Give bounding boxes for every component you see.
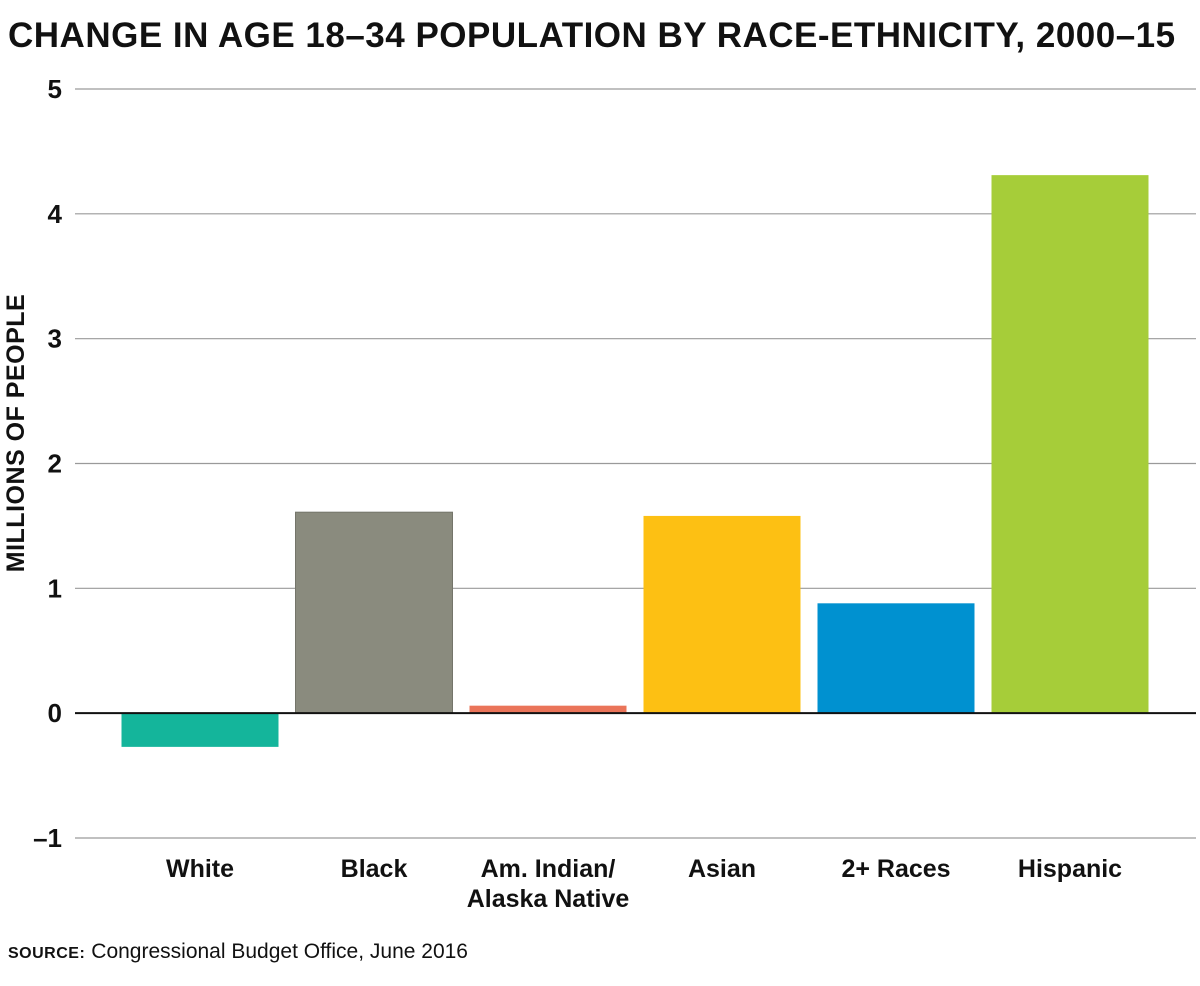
bar bbox=[295, 511, 453, 714]
gridlines bbox=[75, 88, 1196, 839]
y-tick-label: 0 bbox=[48, 698, 62, 728]
x-category-label: 2+ Races bbox=[841, 855, 950, 883]
x-category-label: Hispanic bbox=[1018, 855, 1122, 883]
source-text: Congressional Budget Office, June 2016 bbox=[91, 940, 468, 963]
bar bbox=[643, 515, 801, 714]
y-tick-label: –1 bbox=[33, 823, 62, 853]
y-tick-label: 5 bbox=[48, 74, 62, 104]
y-tick-label: 2 bbox=[48, 449, 62, 479]
x-category-label: Asian bbox=[688, 855, 756, 883]
x-category-label: Alaska Native bbox=[467, 885, 630, 913]
y-axis-label: MILLIONS OF PEOPLE bbox=[2, 294, 30, 572]
bar bbox=[469, 705, 627, 714]
bar bbox=[817, 603, 975, 714]
x-category-label: Am. Indian/ bbox=[481, 855, 616, 883]
labels: –1 0 1 2 3 4 5 White Black Am. Indian/Alaska Nati… bbox=[33, 74, 1122, 913]
source-note: SOURCE: Congressional Budget Office, June… bbox=[8, 940, 468, 964]
bar bbox=[991, 175, 1149, 714]
y-tick-label: 3 bbox=[48, 324, 62, 354]
x-category-label: White bbox=[166, 855, 234, 883]
y-tick-label: 4 bbox=[48, 199, 63, 229]
source-label: SOURCE: bbox=[8, 945, 86, 962]
chart-title: CHANGE IN AGE 18–34 POPULATION BY RACE-E… bbox=[8, 16, 1176, 55]
x-category-label: Black bbox=[341, 855, 408, 883]
bars bbox=[121, 175, 1149, 747]
bar bbox=[121, 713, 279, 747]
y-tick-label: 1 bbox=[48, 573, 62, 603]
